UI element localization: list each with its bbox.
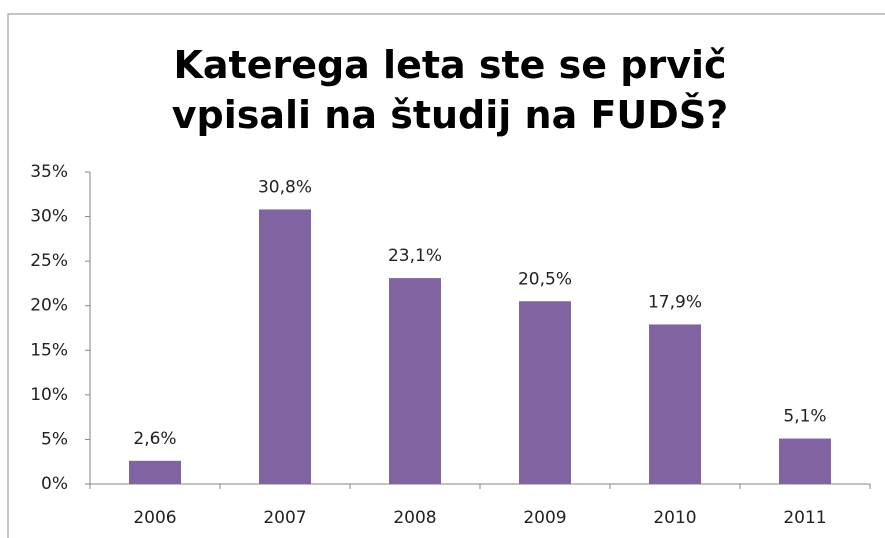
y-tick-label: 30% <box>30 207 68 227</box>
x-tick-label: 2008 <box>393 508 436 528</box>
y-tick-label: 20% <box>30 296 68 316</box>
y-tick-label: 0% <box>41 474 68 494</box>
chart-border <box>7 13 885 538</box>
y-tick-label: 10% <box>30 385 68 405</box>
x-tick-label: 2010 <box>653 508 696 528</box>
data-label: 2,6% <box>133 429 176 449</box>
bar <box>519 301 571 484</box>
bar <box>649 324 701 484</box>
y-tick-label: 25% <box>30 251 68 271</box>
x-tick-label: 2007 <box>263 508 306 528</box>
x-tick-label: 2009 <box>523 508 566 528</box>
bar <box>779 438 831 484</box>
data-label: 23,1% <box>388 246 442 266</box>
y-tick-label: 5% <box>41 429 68 449</box>
data-label: 20,5% <box>518 269 572 289</box>
bar <box>389 278 441 484</box>
x-tick-label: 2011 <box>783 508 826 528</box>
bar <box>129 460 181 484</box>
y-tick-label: 35% <box>30 162 68 182</box>
chart-title: Katerega leta ste se prvič vpisali na št… <box>171 43 729 137</box>
data-label: 5,1% <box>783 407 826 427</box>
bar <box>259 209 311 484</box>
data-label: 30,8% <box>258 177 312 197</box>
data-label: 17,9% <box>648 292 702 312</box>
x-tick-label: 2006 <box>133 508 176 528</box>
y-tick-label: 15% <box>30 340 68 360</box>
